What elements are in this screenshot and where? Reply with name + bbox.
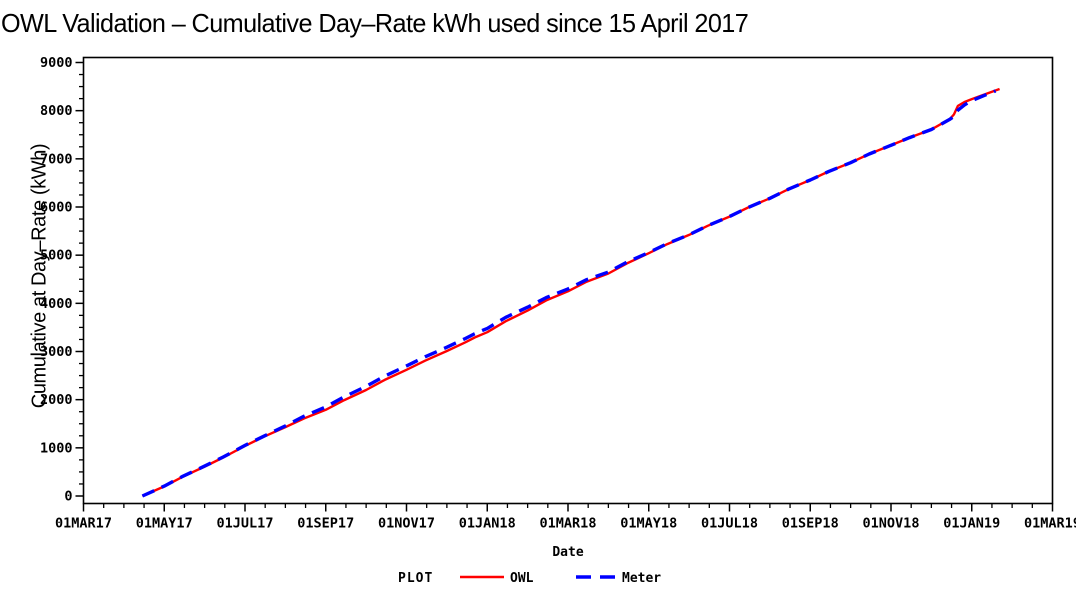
svg-text:01MAR19: 01MAR19 [1024, 516, 1076, 532]
svg-text:3000: 3000 [40, 344, 73, 360]
svg-text:2000: 2000 [40, 392, 73, 408]
svg-text:8000: 8000 [40, 103, 73, 119]
svg-text:1000: 1000 [40, 440, 73, 456]
legend-title: PLOT [398, 571, 434, 586]
svg-text:6000: 6000 [40, 200, 73, 216]
svg-text:7000: 7000 [40, 151, 73, 167]
series-line-meter [141, 89, 997, 498]
plot-frame [82, 56, 1054, 505]
y-axis-ticks: 0 1000 2000 3000 4000 5000 6000 7000 8000 9000 [40, 55, 84, 505]
meter-line-swatch [576, 575, 615, 579]
legend: PLOT OWL Meter [0, 568, 1076, 590]
owl-line-swatch [460, 575, 504, 579]
svg-text:01NOV17: 01NOV17 [378, 516, 435, 532]
chart-title: OWL Validation – Cumulative Day–Rate kWh… [1, 8, 749, 38]
legend-label-meter: Meter [622, 571, 662, 586]
svg-text:9000: 9000 [40, 55, 73, 71]
svg-text:01SEP17: 01SEP17 [297, 516, 354, 532]
svg-text:01MAR17: 01MAR17 [55, 516, 112, 532]
svg-text:01NOV18: 01NOV18 [863, 516, 920, 532]
svg-text:01JAN18: 01JAN18 [459, 516, 516, 532]
svg-text:01MAR18: 01MAR18 [540, 516, 597, 532]
svg-text:4000: 4000 [40, 296, 73, 312]
svg-text:01JAN19: 01JAN19 [943, 516, 1000, 532]
svg-text:01SEP18: 01SEP18 [782, 516, 839, 532]
svg-text:01MAY18: 01MAY18 [620, 516, 677, 532]
x-axis-ticks: 01MAR17 01MAY17 01JUL17 01SEP17 01NOV17 01JAN… [55, 503, 1076, 532]
svg-text:0: 0 [64, 489, 72, 505]
svg-text:5000: 5000 [40, 248, 73, 264]
svg-text:01JUL18: 01JUL18 [701, 516, 758, 532]
legend-label-owl: OWL [510, 571, 534, 586]
svg-text:01MAY17: 01MAY17 [136, 516, 193, 532]
svg-text:01JUL17: 01JUL17 [217, 516, 274, 532]
x-axis-title: Date [552, 545, 584, 560]
series-line-owl [141, 87, 1001, 498]
